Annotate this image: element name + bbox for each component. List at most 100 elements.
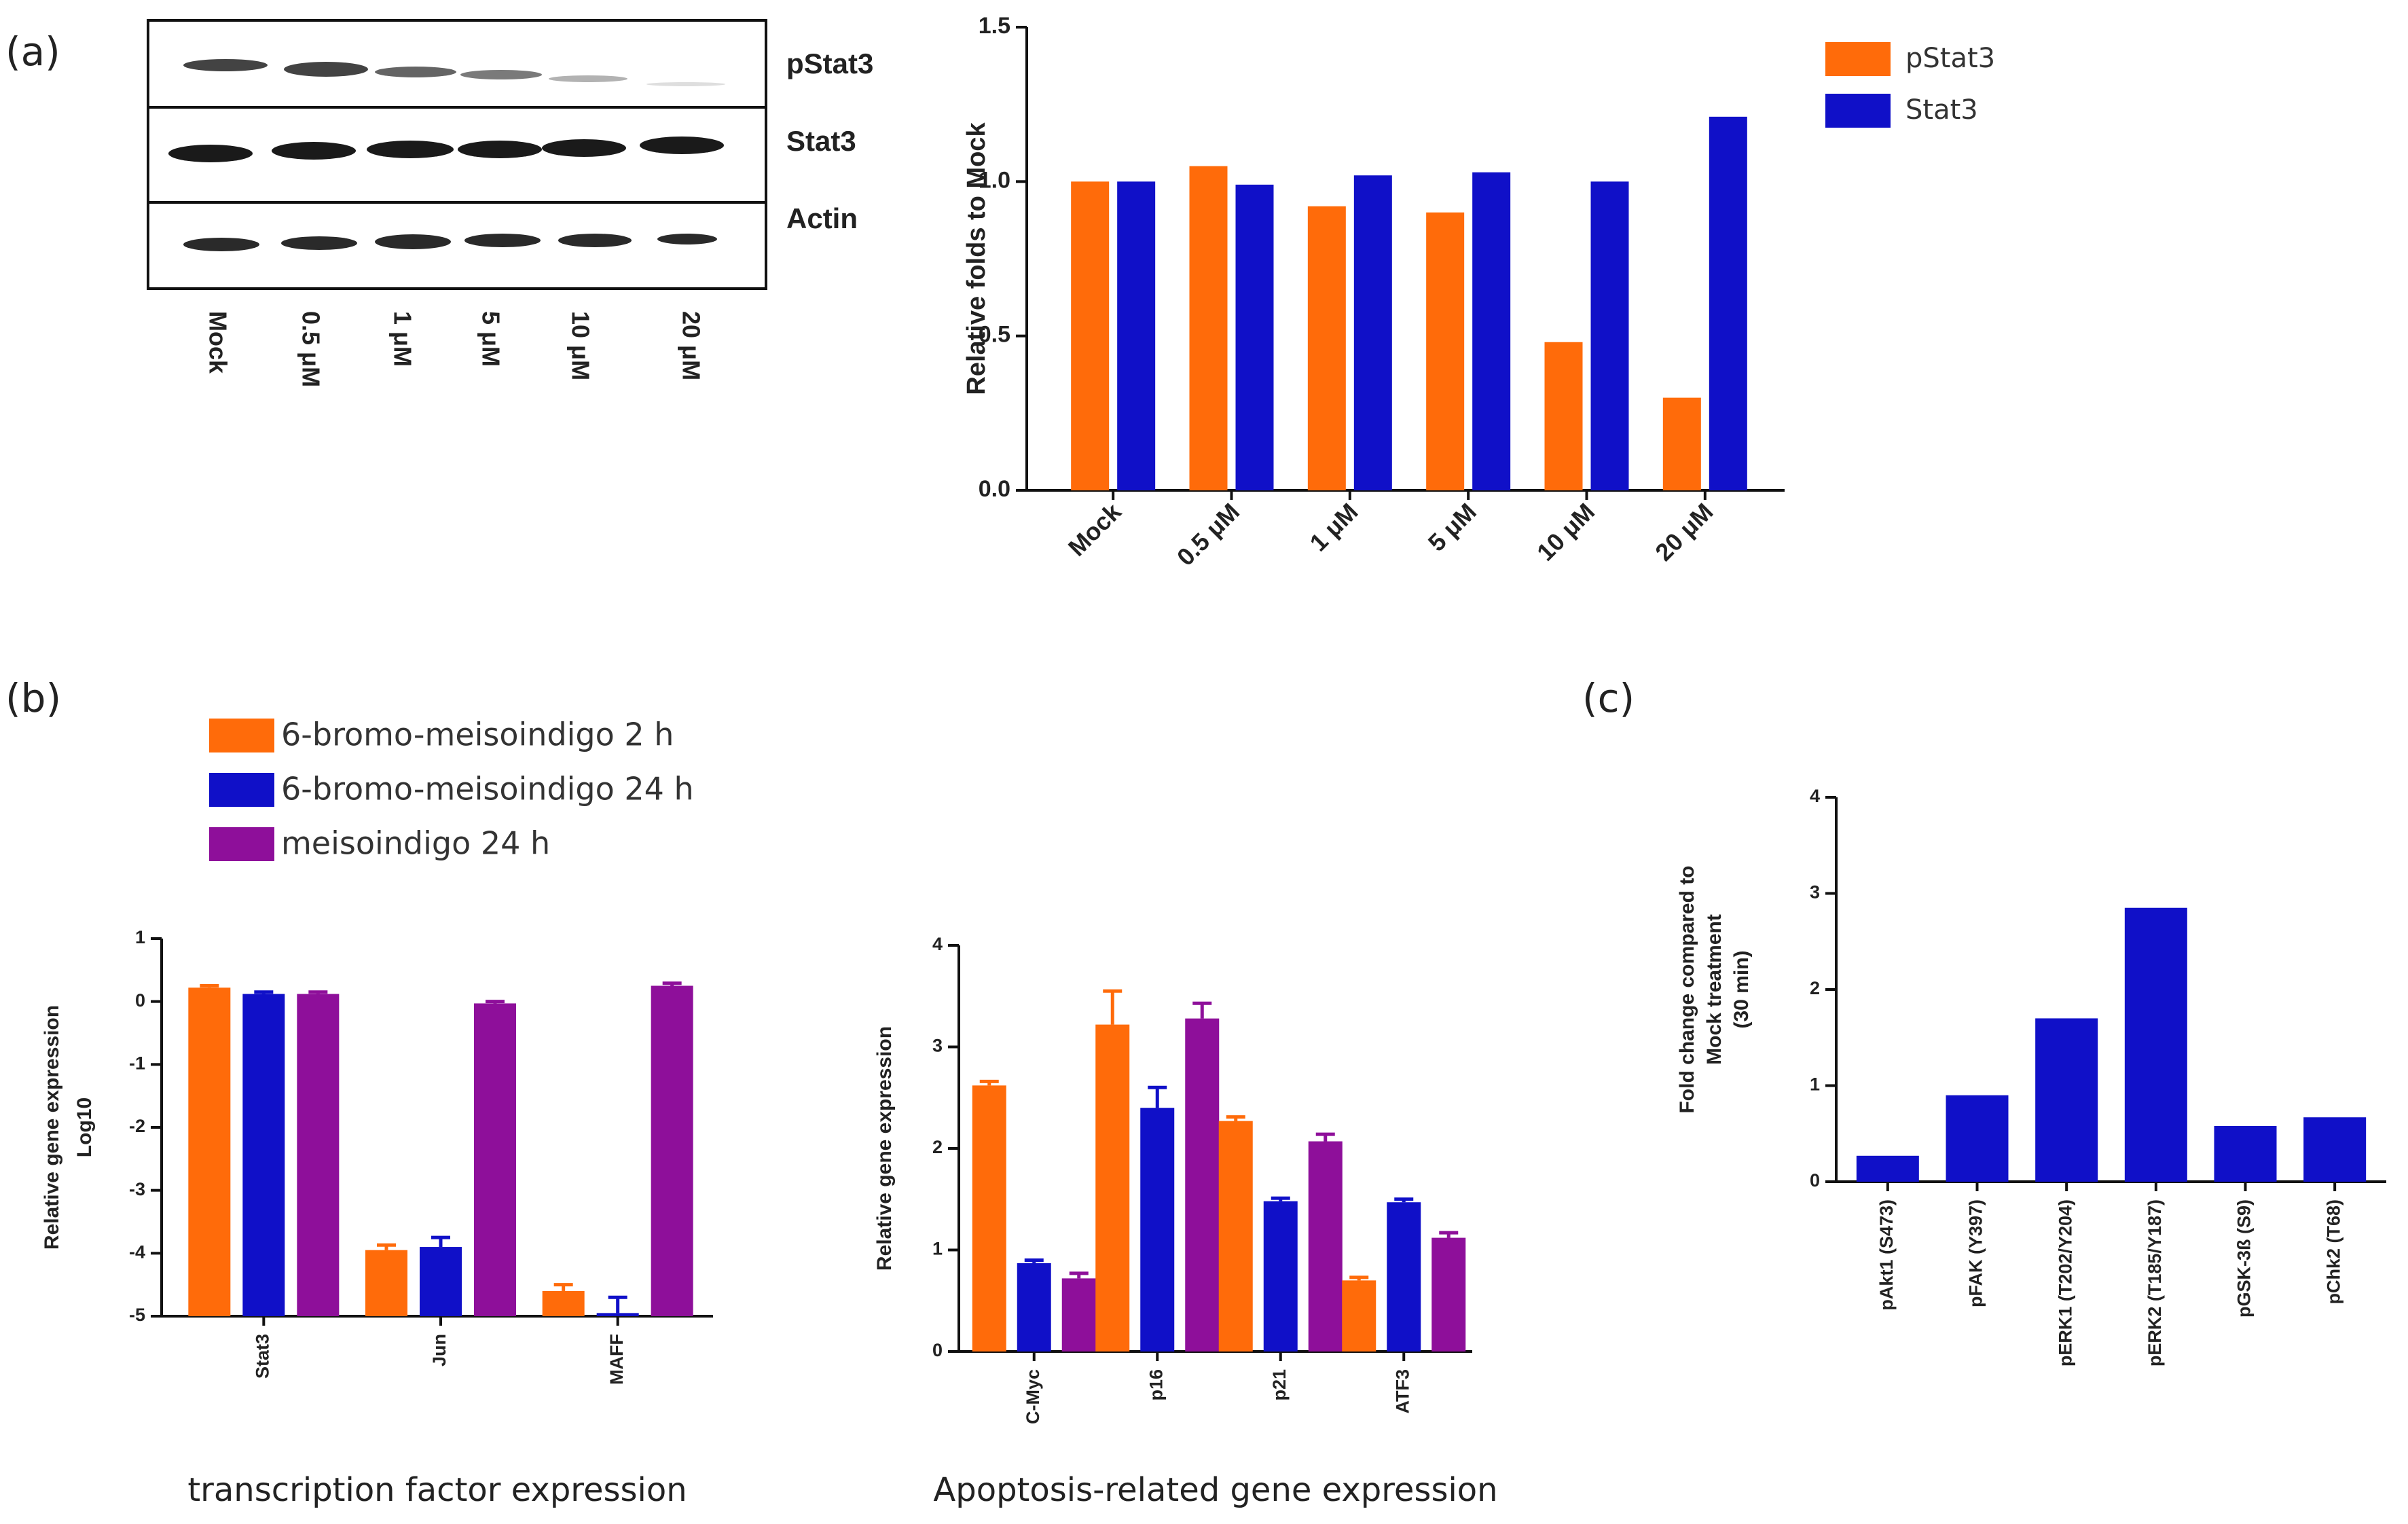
bar [474, 1003, 516, 1316]
bar [420, 1247, 462, 1316]
y-axis-label: Log10 [73, 1097, 96, 1157]
bar [1544, 342, 1583, 490]
bar [972, 1085, 1006, 1351]
bar [1662, 397, 1701, 490]
bar [1590, 181, 1629, 490]
legend-label: Stat3 [1905, 94, 1978, 126]
x-tick-label: 20 μM [1649, 498, 1718, 566]
y-axis-label: Relative folds to Mock [962, 122, 991, 395]
y-tick-label: 0.5 [979, 322, 1010, 348]
blot-lane-label: 10 μM [566, 311, 594, 380]
bar [1431, 1237, 1466, 1351]
y-tick-label: 1.5 [979, 13, 1010, 39]
y-axis-label: Fold change compared to [1676, 865, 1698, 1113]
x-tick-label: pChk2 (T68) [2323, 1199, 2343, 1305]
x-tick-label: p16 [1146, 1369, 1166, 1401]
legend-a: pStat3 Stat3 [1825, 42, 1995, 128]
y-tick-label: 1.0 [979, 167, 1010, 193]
y-tick-label: -5 [129, 1305, 145, 1325]
x-tick-label: pFAK (Y397) [1966, 1199, 1986, 1307]
bar [188, 987, 231, 1316]
bar [1472, 172, 1511, 490]
blot-lane-label: Mock [204, 311, 232, 374]
bar [2214, 1125, 2277, 1182]
panel-label-c: (c) [1582, 675, 1635, 721]
y-tick-label: -3 [129, 1179, 145, 1199]
x-tick-label: pAkt1 (S473) [1876, 1199, 1897, 1311]
panel-label-b: (b) [5, 675, 61, 721]
x-tick-label: p21 [1269, 1369, 1290, 1401]
legend-label: meisoindigo 24 h [281, 825, 550, 862]
bar [1342, 1280, 1376, 1351]
y-tick-label: 3 [932, 1036, 943, 1056]
y-tick-label: 3 [1810, 882, 1820, 903]
bar [1117, 181, 1156, 490]
y-tick-label: 2 [932, 1137, 943, 1157]
x-tick-label: MAFF [606, 1334, 627, 1385]
legend-swatch [209, 719, 274, 752]
panel-label-a: (a) [5, 29, 60, 75]
y-tick-label: 0.0 [979, 476, 1010, 502]
y-axis-label: Relative gene expression [41, 1005, 63, 1250]
y-tick-label: -4 [129, 1241, 145, 1262]
y-axis-label: Relative gene expression [873, 1026, 896, 1271]
actin-bands [183, 234, 717, 251]
legend-label: pStat3 [1905, 43, 1995, 74]
bar [1095, 1024, 1130, 1351]
bar [1189, 166, 1228, 490]
blot-lane-labels: Mock 0.5 μM 1 μM 5 μM 10 μM 20 μM [204, 311, 705, 387]
bar [2303, 1117, 2367, 1182]
bar [1071, 181, 1110, 490]
blot-row-label: Stat3 [786, 125, 856, 157]
bar [1426, 212, 1465, 490]
blot-lane-label: 1 μM [388, 311, 416, 367]
bar [1387, 1202, 1421, 1351]
bar [1263, 1201, 1298, 1351]
y-tick-label: 4 [1810, 786, 1820, 806]
y-tick-label: 0 [135, 990, 145, 1011]
bar [1307, 206, 1346, 490]
x-tick-label: Stat3 [252, 1334, 272, 1379]
blot-row-label: pStat3 [786, 48, 873, 79]
legend-swatch [1825, 94, 1891, 128]
pstat3-bands [183, 59, 725, 86]
bar [1185, 1018, 1220, 1351]
x-axis-title: transcription factor expression [187, 1471, 687, 1509]
y-tick-label: 2 [1810, 978, 1820, 998]
western-blot: pStat3 Stat3 Actin Mock 0.5 μM 1 μM 5 μM 10 … [147, 19, 873, 387]
bar [1946, 1095, 2009, 1182]
x-tick-label: 10 μM [1531, 498, 1600, 566]
bar [242, 994, 285, 1316]
legend-label: 6-bromo-meisoindigo 24 h [281, 771, 694, 808]
x-tick-label: 0.5 μM [1171, 498, 1245, 571]
x-tick-label: Mock [1063, 497, 1127, 562]
bar [2124, 907, 2187, 1182]
y-tick-label: 1 [135, 927, 145, 947]
bar [1017, 1263, 1051, 1351]
bar [1235, 184, 1274, 490]
x-tick-label: ATF3 [1392, 1369, 1412, 1414]
bar [2035, 1018, 2098, 1182]
x-tick-label: 1 μM [1304, 498, 1363, 557]
bar [1709, 116, 1747, 490]
bar [1218, 1121, 1253, 1351]
blot-lane-label: 0.5 μM [297, 311, 325, 387]
x-tick-label: pERK2 (T185/Y187) [2145, 1199, 2165, 1366]
legend-swatch [1825, 42, 1891, 76]
chart-c: 0 1 2 3 4 Fold change compared to Mock treatme… [1676, 786, 2386, 1366]
y-tick-label: 0 [932, 1340, 943, 1360]
legend-b: 6-bromo-meisoindigo 2 h 6-bromo-meisoindi… [209, 716, 694, 862]
x-axis-title: Apoptosis-related gene expression [933, 1471, 1497, 1509]
legend-swatch [209, 773, 274, 807]
y-tick-label: 0 [1810, 1170, 1820, 1191]
x-tick-label: Jun [429, 1334, 450, 1366]
bar [651, 985, 693, 1316]
x-tick-label: 5 μM [1423, 498, 1482, 557]
y-tick-label: 1 [1810, 1074, 1820, 1095]
bar [1140, 1108, 1175, 1351]
bar [1061, 1278, 1096, 1351]
stat3-bands [168, 137, 724, 162]
blot-row-label: Actin [786, 202, 858, 234]
x-tick-label: pGSK-3ß (S9) [2234, 1199, 2255, 1318]
legend-label: 6-bromo-meisoindigo 2 h [281, 716, 674, 753]
